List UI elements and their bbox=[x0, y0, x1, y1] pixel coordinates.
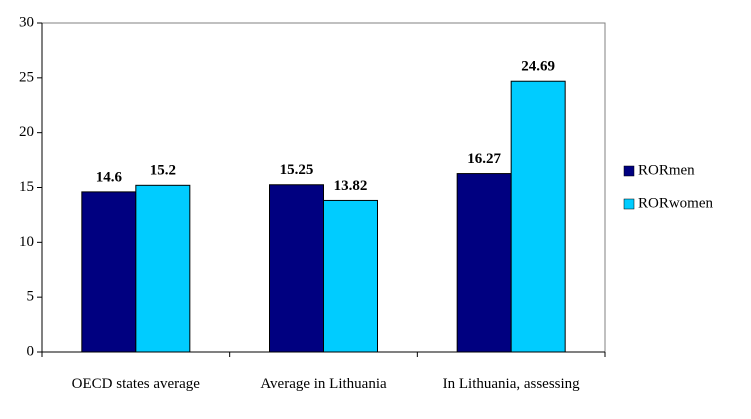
bar bbox=[456, 173, 512, 353]
value-label: 15.25 bbox=[280, 162, 314, 178]
legend-label: RORmen bbox=[638, 162, 695, 178]
x-tick-label: OECD states average bbox=[71, 376, 200, 392]
legend-swatch bbox=[623, 198, 635, 210]
bar bbox=[81, 191, 137, 353]
legend-swatch bbox=[623, 165, 635, 177]
x-tick-label: In Lithuania, assessing bbox=[442, 376, 580, 392]
value-label: 15.2 bbox=[150, 163, 176, 179]
y-tick-label: 30 bbox=[19, 14, 34, 30]
y-tick-label: 0 bbox=[27, 343, 35, 359]
bar bbox=[323, 199, 378, 353]
value-label: 13.82 bbox=[334, 178, 368, 194]
value-label: 14.6 bbox=[96, 169, 123, 185]
y-tick-label: 25 bbox=[19, 69, 34, 85]
value-label: 16.27 bbox=[467, 151, 501, 167]
x-tick-label: Average in Lithuania bbox=[260, 376, 387, 392]
legend-label: RORwomen bbox=[638, 195, 714, 211]
y-tick-label: 5 bbox=[27, 289, 35, 305]
bar bbox=[135, 184, 191, 353]
y-tick-label: 20 bbox=[19, 124, 34, 140]
y-tick-label: 15 bbox=[19, 179, 34, 195]
y-tick-label: 10 bbox=[19, 234, 34, 250]
value-label: 24.69 bbox=[521, 59, 555, 75]
bar bbox=[269, 184, 324, 353]
bar bbox=[510, 80, 566, 353]
